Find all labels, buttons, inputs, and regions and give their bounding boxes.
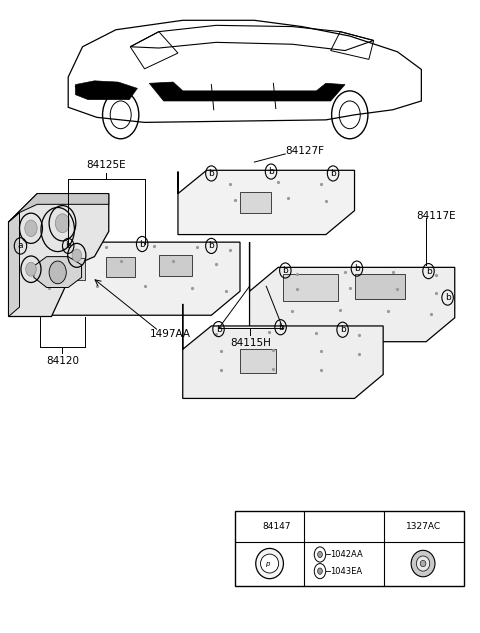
- Bar: [107, 256, 135, 277]
- Circle shape: [318, 568, 323, 574]
- Polygon shape: [9, 213, 20, 316]
- Text: 84125E: 84125E: [86, 160, 126, 170]
- Bar: [355, 273, 405, 299]
- Text: b: b: [65, 241, 71, 251]
- Text: 1497AA: 1497AA: [150, 329, 192, 339]
- Circle shape: [314, 563, 326, 579]
- Bar: [240, 349, 276, 373]
- Bar: [159, 255, 192, 276]
- Text: b: b: [216, 325, 221, 334]
- Ellipse shape: [256, 548, 283, 579]
- Polygon shape: [75, 81, 137, 100]
- Text: b: b: [208, 169, 214, 178]
- Text: a: a: [246, 522, 252, 531]
- Circle shape: [55, 214, 70, 233]
- Polygon shape: [178, 170, 355, 235]
- Text: p: p: [265, 561, 269, 567]
- Text: b: b: [426, 266, 432, 275]
- Text: b: b: [444, 293, 450, 302]
- Text: b: b: [282, 266, 288, 275]
- Bar: [54, 258, 85, 280]
- Text: a: a: [18, 241, 23, 251]
- Text: 1043EA: 1043EA: [331, 567, 362, 575]
- Text: b: b: [354, 264, 360, 273]
- Circle shape: [49, 261, 66, 284]
- Bar: [235, 511, 464, 586]
- Polygon shape: [149, 82, 345, 101]
- Text: 84127F: 84127F: [285, 146, 324, 156]
- Polygon shape: [9, 194, 109, 222]
- Circle shape: [25, 220, 37, 237]
- Text: b: b: [139, 239, 145, 249]
- Text: b: b: [330, 169, 336, 178]
- Text: 84147: 84147: [262, 522, 291, 531]
- Polygon shape: [183, 304, 383, 398]
- Text: 84120: 84120: [46, 356, 79, 367]
- Ellipse shape: [420, 560, 426, 567]
- Bar: [283, 274, 338, 301]
- Circle shape: [318, 551, 323, 558]
- Polygon shape: [30, 241, 240, 315]
- Polygon shape: [9, 194, 109, 316]
- Polygon shape: [250, 242, 455, 342]
- Bar: [240, 192, 271, 213]
- Circle shape: [314, 547, 326, 562]
- Circle shape: [72, 249, 82, 261]
- Ellipse shape: [411, 550, 435, 577]
- Ellipse shape: [416, 556, 430, 571]
- Text: 84117E: 84117E: [417, 211, 456, 221]
- Circle shape: [26, 262, 36, 276]
- Text: b: b: [340, 325, 346, 334]
- Text: b: b: [338, 522, 344, 531]
- Text: 1042AA: 1042AA: [331, 550, 363, 559]
- Text: b: b: [208, 241, 214, 251]
- Polygon shape: [34, 256, 82, 287]
- Text: b: b: [268, 167, 274, 176]
- Text: 84115H: 84115H: [230, 338, 271, 348]
- Text: 1327AC: 1327AC: [406, 522, 441, 531]
- Text: b: b: [278, 323, 283, 332]
- Ellipse shape: [261, 554, 279, 573]
